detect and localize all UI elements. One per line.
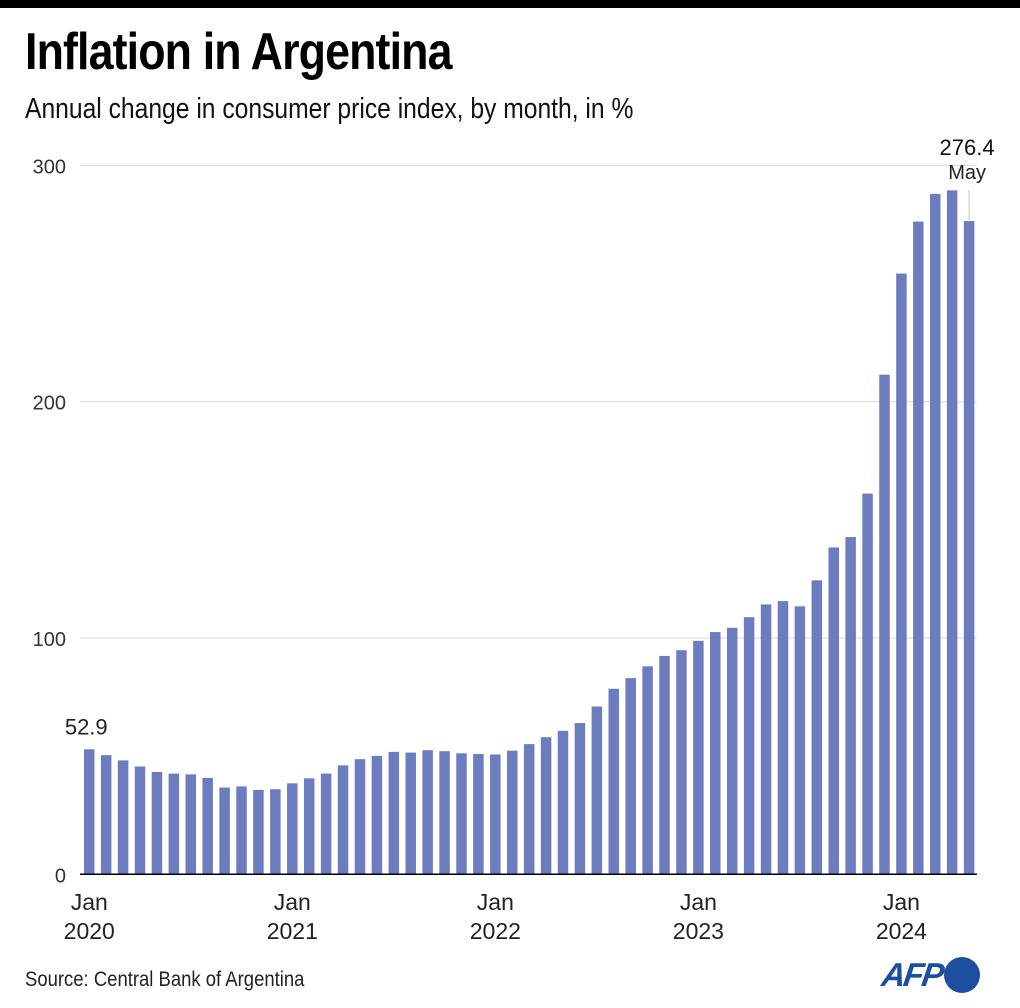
- x-tick-label: Jan 2020: [64, 889, 115, 944]
- bar-sep-2022: [625, 678, 636, 875]
- bar-jan-2020: [84, 749, 95, 875]
- bar-aug-2023: [811, 580, 823, 875]
- x-tick-month: Jan: [274, 889, 311, 915]
- bar-dec-2020: [270, 789, 281, 875]
- bar-apr-2020: [134, 766, 146, 875]
- annotation-month: May: [948, 162, 986, 184]
- bar-feb-2020: [100, 755, 112, 875]
- x-tick-year: 2020: [64, 918, 115, 944]
- bar-jan-2022: [490, 754, 501, 875]
- bar-jan-2023: [693, 640, 704, 875]
- bar-may-2020: [151, 771, 163, 875]
- x-tick-label: Jan 2023: [673, 889, 724, 944]
- y-tick-label: 200: [33, 393, 66, 415]
- y-tick-label: 100: [33, 629, 66, 651]
- bar-jul-2021: [388, 751, 400, 875]
- bar-jul-2022: [591, 706, 603, 875]
- bar-oct-2022: [642, 666, 653, 875]
- bar-feb-2023: [710, 632, 721, 875]
- bar-jun-2021: [371, 755, 383, 875]
- x-tick-month: Jan: [680, 889, 717, 915]
- source-note: Source: Central Bank of Argentina: [25, 968, 305, 991]
- bar-apr-2021: [337, 765, 349, 875]
- bar-mar-2022: [523, 744, 535, 875]
- bar-may-2024: [963, 221, 975, 875]
- y-tick-label: 300: [33, 156, 66, 178]
- bar-dec-2021: [473, 754, 484, 875]
- x-tick-label: Jan 2021: [267, 889, 318, 944]
- bar-may-2022: [557, 730, 569, 875]
- annotation-value: 52.9: [65, 714, 108, 739]
- bar-mar-2020: [117, 760, 129, 875]
- y-axis-ticks: 0 100 200 300: [33, 156, 66, 887]
- x-tick-month: Jan: [71, 889, 108, 915]
- bar-may-2023: [760, 604, 772, 875]
- bar-jun-2022: [574, 723, 586, 875]
- bar-dec-2023: [879, 374, 890, 875]
- annotation-value: 276.4: [940, 135, 995, 160]
- bar-sep-2021: [422, 750, 433, 875]
- bar-feb-2021: [303, 778, 315, 875]
- bar-nov-2023: [862, 493, 873, 875]
- afp-logo-dot-icon: [944, 957, 980, 993]
- bar-oct-2021: [439, 751, 450, 875]
- bar-mar-2021: [320, 773, 332, 875]
- bar-apr-2022: [540, 737, 552, 875]
- bar-nov-2022: [659, 655, 670, 875]
- bar-jun-2023: [777, 601, 789, 875]
- gridlines: [80, 164, 977, 639]
- bar-aug-2021: [405, 752, 416, 875]
- bar-aug-2020: [202, 777, 213, 875]
- x-tick-year: 2024: [876, 918, 927, 944]
- bar-oct-2020: [236, 786, 247, 875]
- bar-jul-2020: [185, 774, 197, 875]
- y-tick-label: 0: [55, 865, 66, 887]
- bar-jan-2021: [287, 783, 298, 875]
- x-tick-year: 2022: [470, 918, 521, 944]
- afp-logo: AFP: [879, 956, 980, 993]
- bar-dec-2022: [676, 650, 687, 875]
- bars: [84, 190, 975, 875]
- bar-feb-2022: [507, 750, 518, 875]
- bar-apr-2024: [946, 190, 958, 875]
- bar-sep-2023: [828, 547, 839, 875]
- x-axis-ticks: Jan 2020 Jan 2021 Jan 2022 Jan 2023 Jan 2024: [64, 889, 928, 944]
- chart-title: Inflation in Argentina: [25, 23, 452, 81]
- x-tick-label: Jan 2022: [470, 889, 521, 944]
- bar-sep-2020: [219, 787, 230, 875]
- bar-mar-2023: [726, 627, 738, 875]
- bar-mar-2024: [930, 193, 941, 875]
- bar-jun-2020: [168, 773, 180, 875]
- bar-oct-2023: [845, 537, 856, 875]
- afp-logo-text: AFP: [879, 956, 945, 993]
- bar-apr-2023: [743, 617, 755, 875]
- x-tick-month: Jan: [477, 889, 514, 915]
- top-rule: [0, 0, 1020, 8]
- x-tick-year: 2023: [673, 918, 724, 944]
- bar-nov-2020: [253, 789, 264, 875]
- bar-jan-2024: [896, 273, 907, 875]
- bar-nov-2021: [456, 753, 467, 875]
- bar-aug-2022: [608, 688, 620, 875]
- x-tick-year: 2021: [267, 918, 318, 944]
- x-tick-label: Jan 2024: [876, 889, 927, 944]
- chart-subtitle: Annual change in consumer price index, b…: [25, 93, 634, 125]
- bar-jul-2023: [794, 606, 806, 875]
- bar-feb-2024: [913, 221, 924, 875]
- x-tick-month: Jan: [883, 889, 920, 915]
- bar-may-2021: [354, 759, 366, 875]
